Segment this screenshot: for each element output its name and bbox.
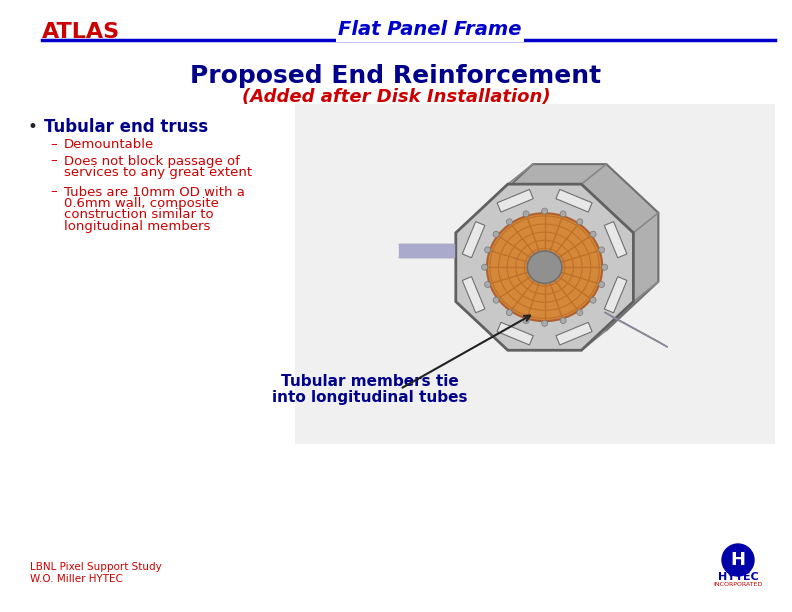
Circle shape	[577, 219, 583, 225]
Circle shape	[485, 247, 490, 253]
Circle shape	[542, 320, 547, 326]
Circle shape	[602, 264, 607, 271]
Text: Tubular end truss: Tubular end truss	[44, 118, 208, 136]
Circle shape	[493, 231, 499, 237]
Text: LBNL Pixel Support Study: LBNL Pixel Support Study	[30, 562, 162, 572]
Text: Does not block passage of: Does not block passage of	[64, 154, 240, 168]
Text: construction similar to: construction similar to	[64, 209, 214, 222]
Circle shape	[485, 282, 490, 288]
Text: Demountable: Demountable	[64, 138, 154, 151]
Text: H: H	[730, 551, 745, 569]
Text: into longitudinal tubes: into longitudinal tubes	[272, 390, 468, 405]
Text: Proposed End Reinforcement: Proposed End Reinforcement	[190, 64, 602, 88]
Polygon shape	[556, 323, 592, 345]
Text: INCORPORATED: INCORPORATED	[714, 583, 763, 588]
Text: –: –	[50, 138, 56, 151]
Circle shape	[577, 310, 583, 316]
Circle shape	[590, 231, 596, 237]
Polygon shape	[463, 277, 485, 313]
Text: (Added after Disk Installation): (Added after Disk Installation)	[242, 88, 550, 106]
Circle shape	[560, 318, 566, 324]
Circle shape	[560, 211, 566, 217]
Polygon shape	[497, 190, 533, 212]
Text: longitudinal members: longitudinal members	[64, 220, 211, 233]
Polygon shape	[463, 222, 485, 258]
Text: Tubes are 10mm OD with a: Tubes are 10mm OD with a	[64, 185, 245, 198]
Circle shape	[523, 211, 529, 217]
Circle shape	[590, 297, 596, 303]
Circle shape	[523, 318, 529, 324]
Text: W.O. Miller HYTEC: W.O. Miller HYTEC	[30, 574, 123, 584]
Polygon shape	[481, 164, 658, 330]
Circle shape	[542, 208, 547, 214]
Ellipse shape	[527, 251, 562, 283]
Text: –: –	[50, 185, 56, 198]
Circle shape	[506, 310, 512, 316]
Text: Tubular members tie: Tubular members tie	[281, 374, 459, 389]
Polygon shape	[456, 184, 634, 350]
Ellipse shape	[487, 213, 602, 321]
Text: Flat Panel Frame: Flat Panel Frame	[338, 20, 522, 39]
Text: 0.6mm wall, composite: 0.6mm wall, composite	[64, 197, 219, 210]
Circle shape	[722, 544, 754, 576]
Text: HYTEC: HYTEC	[718, 572, 759, 582]
Polygon shape	[497, 323, 533, 345]
Circle shape	[482, 264, 488, 271]
Polygon shape	[604, 277, 627, 313]
Text: •: •	[28, 118, 38, 136]
Circle shape	[506, 219, 512, 225]
Text: ATLAS: ATLAS	[42, 22, 120, 42]
Circle shape	[599, 247, 604, 253]
Text: services to any great extent: services to any great extent	[64, 166, 252, 179]
Circle shape	[599, 282, 604, 288]
Bar	[295, 104, 775, 444]
Polygon shape	[604, 312, 668, 347]
Polygon shape	[604, 222, 627, 258]
Polygon shape	[556, 190, 592, 212]
Text: –: –	[50, 154, 56, 168]
Circle shape	[493, 297, 499, 303]
